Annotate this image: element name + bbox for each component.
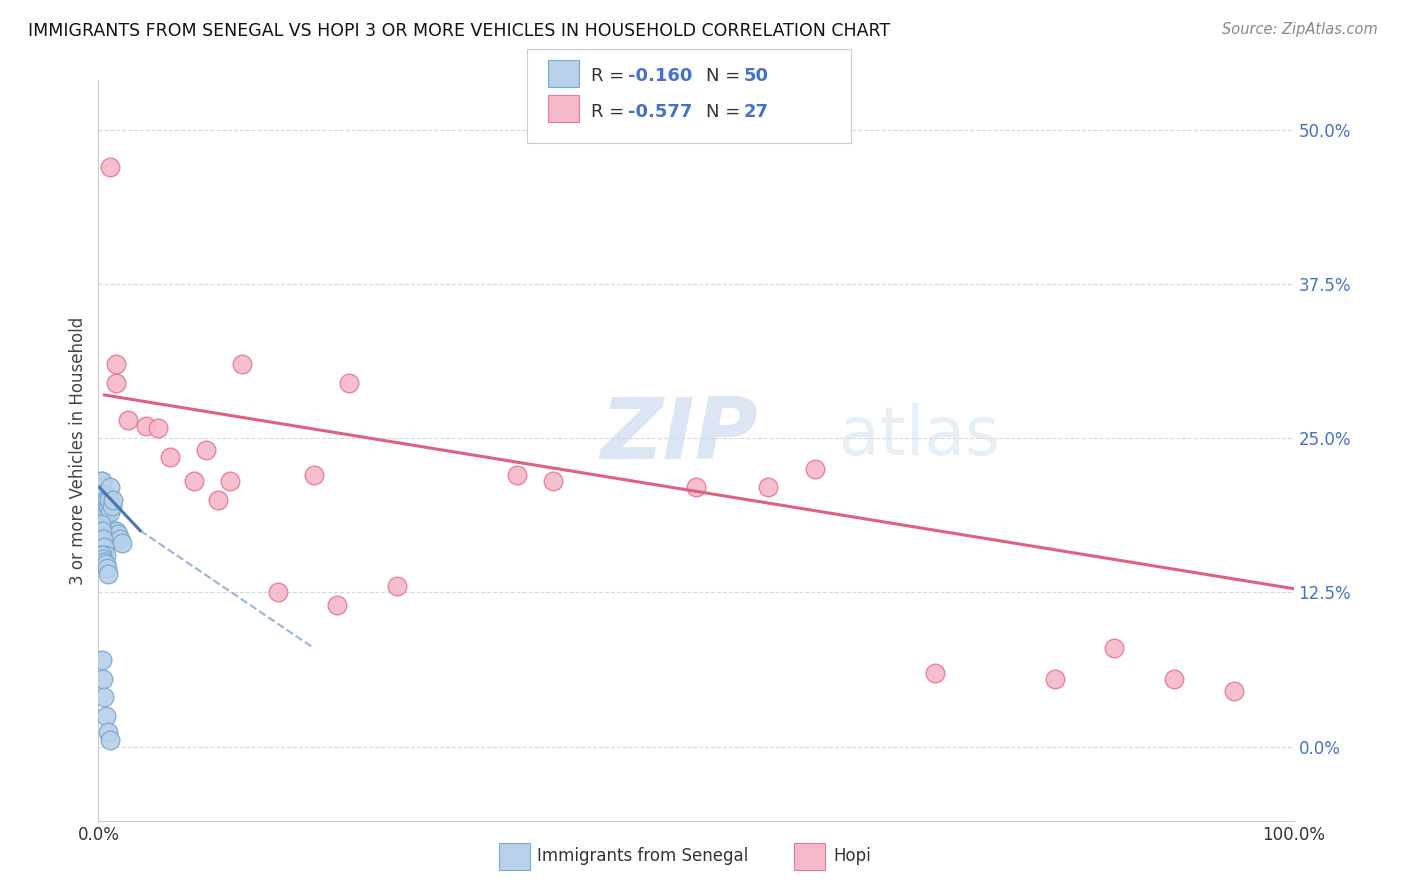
- Point: [195, 443, 218, 458]
- Point: [98, 505, 122, 519]
- Point: [135, 418, 157, 433]
- Text: R =: R =: [591, 67, 630, 85]
- Point: [94, 492, 117, 507]
- Point: [108, 533, 131, 547]
- Point: [90, 475, 112, 489]
- Point: [207, 492, 229, 507]
- Text: 50: 50: [744, 67, 769, 85]
- Point: [100, 499, 122, 513]
- Point: [94, 557, 117, 571]
- Point: [97, 566, 120, 581]
- Text: N =: N =: [706, 67, 745, 85]
- Text: Immigrants from Senegal: Immigrants from Senegal: [537, 847, 748, 865]
- Point: [91, 552, 114, 566]
- Point: [94, 549, 117, 563]
- Point: [93, 492, 115, 507]
- Point: [111, 536, 134, 550]
- Text: -0.160: -0.160: [628, 67, 693, 85]
- Text: 27: 27: [744, 103, 769, 120]
- Point: [326, 598, 349, 612]
- Point: [91, 672, 114, 686]
- Point: [96, 560, 118, 574]
- Point: [94, 708, 117, 723]
- Point: [1104, 640, 1126, 655]
- Text: -0.577: -0.577: [628, 103, 693, 120]
- Text: Source: ZipAtlas.com: Source: ZipAtlas.com: [1222, 22, 1378, 37]
- Point: [756, 481, 779, 495]
- Point: [90, 486, 112, 500]
- Point: [385, 579, 409, 593]
- Point: [148, 421, 170, 435]
- Point: [183, 475, 205, 489]
- Point: [105, 357, 128, 371]
- Point: [91, 492, 114, 507]
- Point: [1163, 672, 1185, 686]
- Point: [1223, 684, 1246, 698]
- Point: [90, 492, 112, 507]
- Point: [117, 412, 139, 426]
- Point: [685, 481, 707, 495]
- Point: [91, 533, 114, 547]
- Point: [91, 653, 114, 667]
- Point: [91, 486, 114, 500]
- Point: [506, 468, 529, 483]
- Text: Hopi: Hopi: [834, 847, 872, 865]
- Point: [91, 530, 114, 544]
- Point: [97, 499, 120, 513]
- Point: [105, 524, 128, 538]
- Point: [302, 468, 325, 483]
- Point: [98, 733, 122, 747]
- Point: [91, 499, 114, 513]
- Point: [804, 462, 827, 476]
- Point: [93, 505, 115, 519]
- Point: [219, 475, 242, 489]
- Point: [93, 690, 115, 705]
- Point: [94, 499, 117, 513]
- Point: [90, 524, 112, 538]
- Point: [98, 160, 122, 174]
- Point: [924, 665, 946, 680]
- Point: [339, 376, 361, 390]
- Point: [231, 357, 253, 371]
- Point: [93, 540, 115, 554]
- Text: R =: R =: [591, 103, 630, 120]
- Point: [90, 517, 112, 532]
- Point: [93, 555, 115, 569]
- Point: [91, 499, 114, 513]
- Point: [101, 492, 124, 507]
- Point: [96, 505, 118, 519]
- Point: [541, 475, 564, 489]
- Point: [91, 481, 114, 495]
- Point: [98, 492, 121, 507]
- Point: [107, 527, 129, 541]
- Text: atlas: atlas: [839, 402, 1000, 468]
- Point: [91, 475, 114, 489]
- Text: IMMIGRANTS FROM SENEGAL VS HOPI 3 OR MORE VEHICLES IN HOUSEHOLD CORRELATION CHAR: IMMIGRANTS FROM SENEGAL VS HOPI 3 OR MOR…: [28, 22, 890, 40]
- Point: [97, 724, 120, 739]
- Point: [104, 524, 127, 538]
- Text: ZIP: ZIP: [600, 394, 758, 477]
- Point: [159, 450, 181, 464]
- Point: [267, 585, 290, 599]
- Point: [90, 549, 112, 563]
- Point: [93, 486, 115, 500]
- Point: [91, 524, 114, 538]
- Point: [91, 549, 114, 563]
- Point: [98, 481, 122, 495]
- Point: [93, 499, 115, 513]
- Point: [1043, 672, 1066, 686]
- Point: [91, 492, 114, 507]
- Point: [105, 376, 128, 390]
- Text: N =: N =: [706, 103, 745, 120]
- Point: [91, 486, 114, 500]
- Point: [96, 492, 118, 507]
- Y-axis label: 3 or more Vehicles in Household: 3 or more Vehicles in Household: [69, 317, 87, 584]
